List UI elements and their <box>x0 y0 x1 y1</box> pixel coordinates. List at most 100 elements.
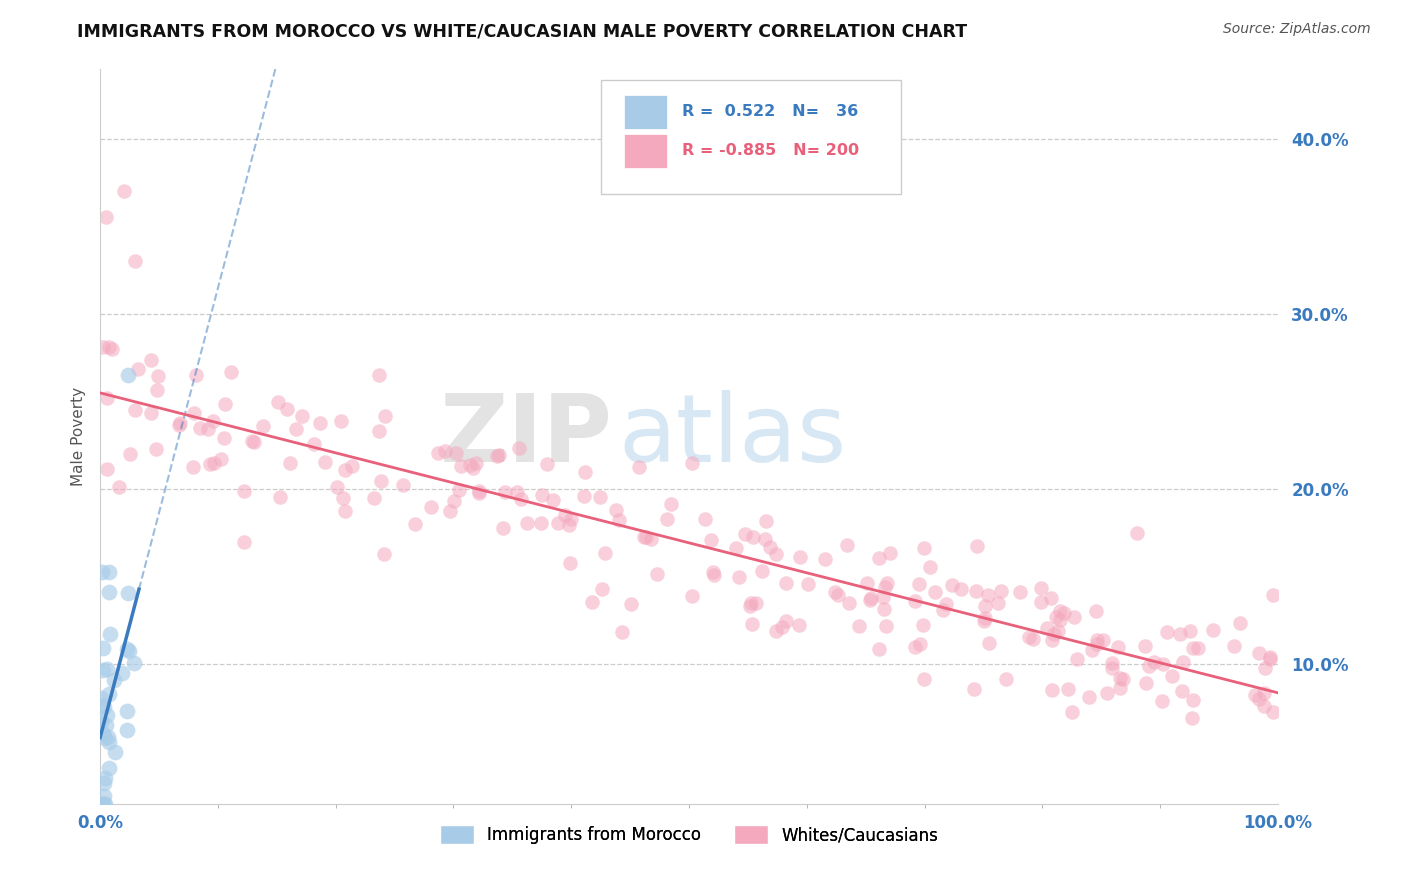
Point <box>605 502 627 516</box>
Point <box>139 353 162 368</box>
Text: ZIP: ZIP <box>440 391 613 483</box>
Point <box>941 578 963 592</box>
Point <box>1077 690 1099 704</box>
Point <box>612 625 634 640</box>
Point <box>367 368 389 383</box>
Point <box>433 443 456 458</box>
Point <box>439 503 461 517</box>
Point <box>1153 657 1175 672</box>
Point <box>1181 711 1204 725</box>
Point <box>98 584 121 599</box>
Point <box>1108 681 1130 695</box>
Point <box>374 409 396 424</box>
Point <box>977 636 1000 650</box>
Point <box>276 401 298 416</box>
Point <box>765 624 787 639</box>
Point <box>146 368 169 383</box>
Point <box>240 434 263 448</box>
Point <box>589 491 612 505</box>
Point <box>91 726 114 740</box>
Point <box>1187 641 1209 656</box>
Point <box>1247 692 1270 706</box>
Point <box>1152 694 1174 708</box>
Point <box>827 588 849 602</box>
Point <box>314 455 336 469</box>
Point <box>1062 706 1084 720</box>
Point <box>492 521 515 535</box>
Point <box>108 480 131 494</box>
Point <box>728 570 751 584</box>
Point <box>976 588 998 602</box>
Point <box>118 447 141 461</box>
Point <box>90 715 112 730</box>
Point <box>98 566 121 580</box>
Point <box>90 797 112 811</box>
Point <box>91 698 114 712</box>
Point <box>214 397 236 411</box>
Point <box>333 504 356 518</box>
Point <box>141 406 163 420</box>
Point <box>342 459 364 474</box>
Point <box>486 449 509 463</box>
Point <box>995 672 1018 686</box>
Point <box>309 416 332 430</box>
Point <box>681 456 703 470</box>
Point <box>1056 682 1078 697</box>
Point <box>291 409 314 423</box>
Point <box>1043 626 1066 640</box>
Point <box>96 662 118 676</box>
Point <box>363 491 385 506</box>
Point <box>1101 661 1123 675</box>
Point <box>703 567 725 582</box>
Point <box>659 497 682 511</box>
Point <box>741 617 763 632</box>
Point <box>636 530 658 544</box>
Point <box>467 486 489 500</box>
Point <box>458 458 481 473</box>
Point <box>115 641 138 656</box>
Point <box>1247 646 1270 660</box>
Point <box>1171 655 1194 669</box>
Point <box>700 533 723 548</box>
Point <box>103 673 125 687</box>
Point <box>1261 588 1284 602</box>
Point <box>1253 699 1275 714</box>
Point <box>837 538 859 552</box>
Point <box>859 591 882 605</box>
Point <box>488 448 510 462</box>
Point <box>243 435 266 450</box>
Point <box>1263 705 1285 719</box>
Point <box>373 547 395 561</box>
Point <box>1143 655 1166 669</box>
Point <box>1018 630 1040 644</box>
Point <box>1223 639 1246 653</box>
Point <box>640 532 662 546</box>
Point <box>879 546 901 560</box>
Point <box>443 494 465 508</box>
Point <box>94 731 117 745</box>
Point <box>734 526 756 541</box>
Point <box>145 442 167 456</box>
Legend: Immigrants from Morocco, Whites/Caucasians: Immigrants from Morocco, Whites/Caucasia… <box>433 818 945 851</box>
Point <box>1112 672 1135 686</box>
Point <box>1066 651 1088 665</box>
Point <box>508 441 530 455</box>
Point <box>91 641 114 656</box>
Point <box>449 483 471 497</box>
Point <box>97 340 120 354</box>
Point <box>96 392 118 406</box>
Point <box>873 602 896 616</box>
Point <box>1029 581 1052 595</box>
Point <box>966 539 988 553</box>
Point <box>754 533 776 547</box>
Point <box>1258 649 1281 664</box>
Point <box>745 595 768 609</box>
Point <box>101 342 124 356</box>
Point <box>963 682 986 697</box>
Point <box>91 340 114 354</box>
Point <box>655 512 678 526</box>
Point <box>935 597 957 611</box>
Point <box>1253 686 1275 700</box>
Point <box>558 556 581 570</box>
Point <box>367 424 389 438</box>
